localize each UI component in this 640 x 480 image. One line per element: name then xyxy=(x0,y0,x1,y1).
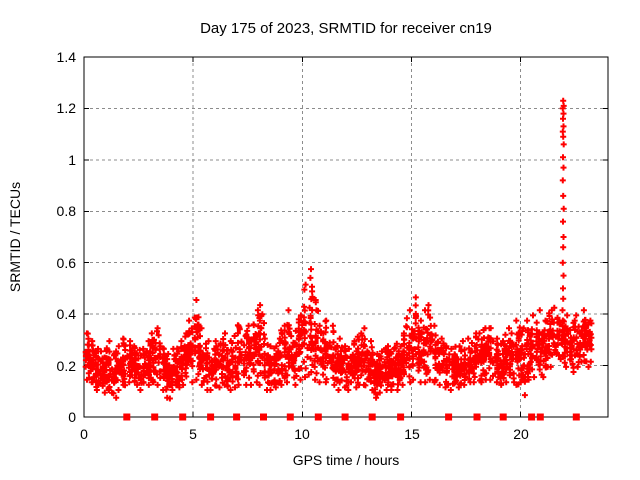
x-tick-label: 15 xyxy=(404,426,420,442)
x-tick-label: 10 xyxy=(294,426,310,442)
y-tick-label: 1.2 xyxy=(56,100,76,116)
chart-title: Day 175 of 2023, SRMTID for receiver cn1… xyxy=(200,20,492,37)
y-tick-label: 0.4 xyxy=(56,306,76,322)
y-axis-label: SRMTID / TECUs xyxy=(7,181,23,293)
y-tick-label: 0 xyxy=(68,409,76,425)
y-tick-label: 0.2 xyxy=(56,358,76,374)
y-tick-label: 1 xyxy=(68,152,76,168)
y-tick-label: 0.6 xyxy=(56,255,76,271)
x-axis-label: GPS time / hours xyxy=(292,452,400,468)
y-tick-label: 1.4 xyxy=(56,49,76,65)
x-tick-label: 20 xyxy=(513,426,529,442)
x-tick-label: 0 xyxy=(80,426,88,442)
x-tick-label: 5 xyxy=(189,426,197,442)
y-tick-label: 0.8 xyxy=(56,203,76,219)
